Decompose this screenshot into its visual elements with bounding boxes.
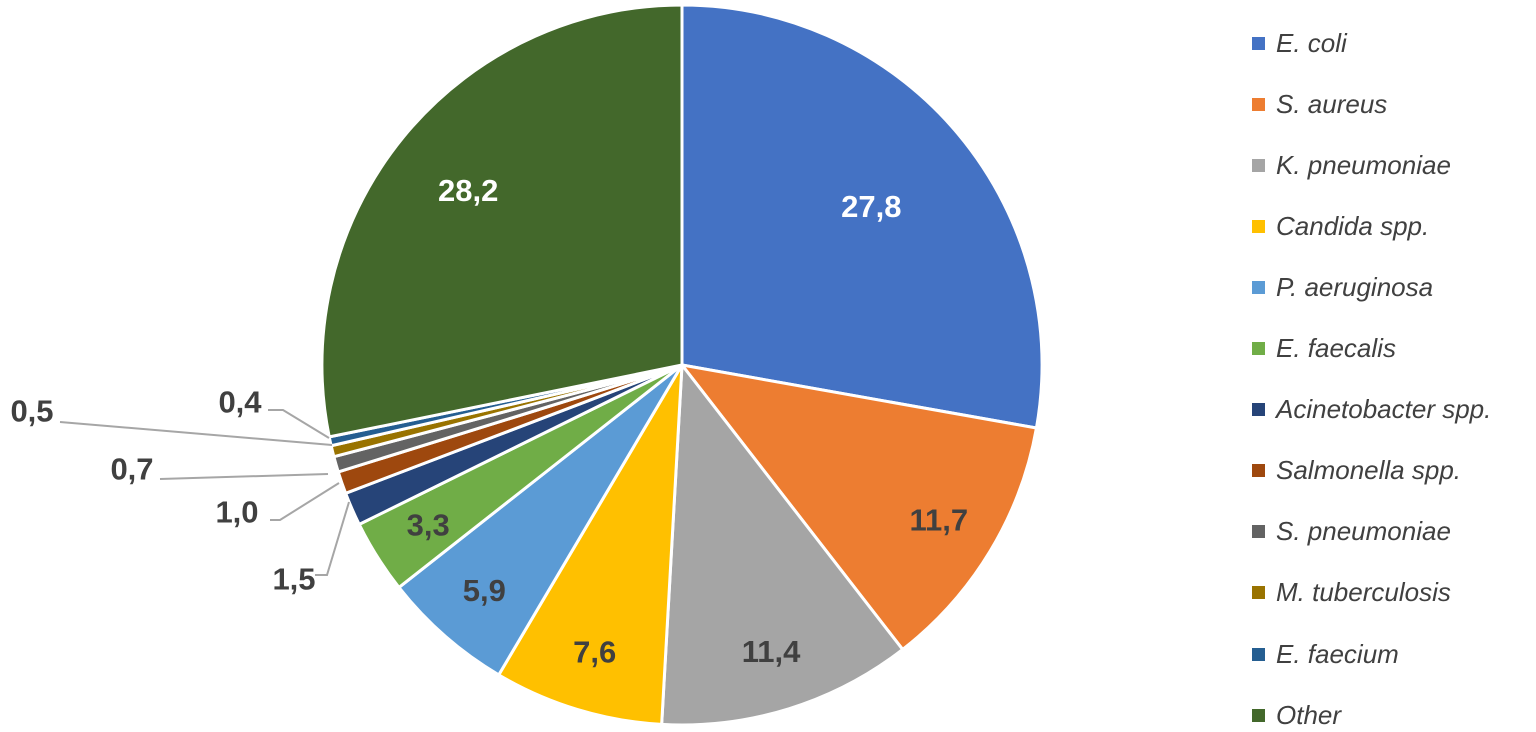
legend-item-other: Other xyxy=(1252,700,1341,730)
data-label-m-tuberculosis: 0,5 xyxy=(10,394,53,429)
pie-slices xyxy=(320,3,1044,727)
legend-label: E. faecalis xyxy=(1276,333,1396,363)
data-label-salmonella-spp: 1,0 xyxy=(215,495,258,530)
legend-label: S. pneumoniae xyxy=(1276,516,1451,547)
data-label-other: 28,2 xyxy=(438,173,498,208)
leader-line-m-tuberculosis xyxy=(59,421,333,446)
pie-slice-other xyxy=(320,3,684,439)
legend-label: Acinetobacter spp. xyxy=(1276,394,1492,425)
legend-swatch xyxy=(1252,36,1265,50)
leader-line-s-pneumoniae xyxy=(159,473,329,480)
legend-swatch xyxy=(1252,97,1265,111)
pie-slice-s-aureus xyxy=(680,363,1038,651)
legend-item-s-aureus: S. aureus xyxy=(1252,89,1387,119)
data-labels: 27,8 11,7 11,4 7,6 5,9 3,3 1,5 1,0 0,7 0,5 0,4 28,2 xyxy=(10,173,968,670)
pie-slice-e-coli xyxy=(680,3,1044,430)
leader-line-salmonella-spp xyxy=(270,482,340,521)
legend-item-e-coli: E. coli xyxy=(1252,28,1347,58)
data-label-k-pneumoniae: 11,4 xyxy=(742,634,801,669)
leader-line-e-faecium xyxy=(268,409,330,439)
data-label-s-pneumoniae: 0,7 xyxy=(110,452,153,487)
legend-swatch xyxy=(1252,403,1265,417)
legend-label: M. tuberculosis xyxy=(1276,577,1451,608)
legend-item-m-tuberculosis: M. tuberculosis xyxy=(1252,577,1451,608)
legend-label: K. pneumoniae xyxy=(1276,149,1451,180)
legend-label: Candida spp. xyxy=(1276,210,1430,241)
legend-swatch xyxy=(1252,464,1265,478)
pie-slice-candida-spp xyxy=(497,363,684,726)
legend-swatch xyxy=(1252,158,1265,172)
pie-slice-k-pneumoniae xyxy=(660,363,905,727)
legend-label: E. faecium xyxy=(1276,638,1399,669)
data-label-p-aeruginosa: 5,9 xyxy=(463,573,506,608)
data-label-s-aureus: 11,7 xyxy=(909,503,968,538)
legend-swatch xyxy=(1252,219,1265,233)
data-label-e-faecium: 0,4 xyxy=(218,385,262,420)
legend-label: E. coli xyxy=(1276,27,1347,58)
legend-item-salmonella-spp: Salmonella spp. xyxy=(1252,455,1461,486)
legend-item-p-aeruginosa: P. aeruginosa xyxy=(1252,272,1433,302)
data-label-acinetobacter-spp: 1,5 xyxy=(272,562,315,597)
legend-swatch xyxy=(1252,280,1265,294)
leader-lines xyxy=(59,409,350,576)
legend-item-e-faecalis: E. faecalis xyxy=(1252,333,1396,364)
legend-item-k-pneumoniae: K. pneumoniae xyxy=(1252,150,1451,180)
legend-label: P. aeruginosa xyxy=(1276,271,1434,302)
data-label-candida-spp: 7,6 xyxy=(573,635,616,670)
leader-line-acinetobacter-spp xyxy=(315,501,350,576)
legend-swatch xyxy=(1252,342,1265,355)
legend-label: Other xyxy=(1276,699,1342,730)
legend-item-candida-spp: Candida spp. xyxy=(1252,211,1429,241)
legend-swatch xyxy=(1252,586,1265,600)
legend-item-acinetobacter-spp: Acinetobacter spp. xyxy=(1252,394,1492,425)
legend-item-e-faecium: E. faecium xyxy=(1252,639,1399,669)
legend-swatch xyxy=(1252,647,1265,661)
legend-swatch xyxy=(1252,525,1265,539)
data-label-e-faecalis: 3,3 xyxy=(407,508,450,543)
data-label-e-coli: 27,8 xyxy=(841,189,901,224)
legend-item-s-pneumoniae: S. pneumoniae xyxy=(1252,516,1451,547)
legend-swatch xyxy=(1252,708,1265,722)
legend-label: Salmonella spp. xyxy=(1276,455,1461,486)
pie-slice-p-aeruginosa xyxy=(397,363,684,677)
legend-label: S. aureus xyxy=(1276,88,1388,119)
